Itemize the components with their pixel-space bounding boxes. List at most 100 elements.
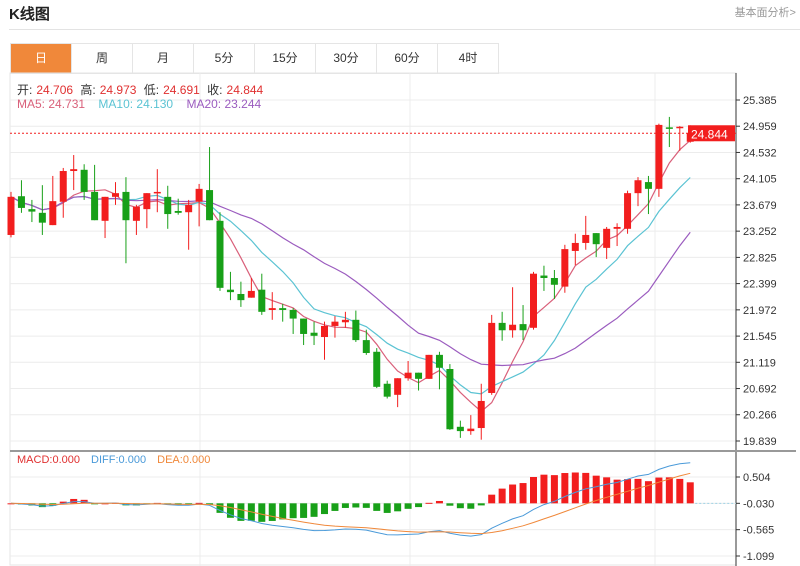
price-tick-label: 21.119 bbox=[743, 357, 776, 369]
macd-bar bbox=[216, 503, 224, 513]
candle-down bbox=[289, 309, 297, 319]
macd-bar bbox=[383, 503, 391, 513]
macd-bar bbox=[435, 500, 443, 504]
candle-up bbox=[49, 201, 57, 226]
macd-bar bbox=[132, 503, 140, 506]
macd-bar bbox=[571, 472, 579, 504]
candle-up bbox=[247, 290, 255, 298]
price-tick-label: 24.532 bbox=[743, 147, 777, 159]
tab-5min[interactable]: 5分 bbox=[194, 44, 255, 73]
macd-bar bbox=[341, 503, 349, 508]
macd-bar bbox=[676, 478, 684, 504]
macd-bar bbox=[655, 477, 663, 504]
tab-30min[interactable]: 30分 bbox=[316, 44, 377, 73]
candle-up bbox=[321, 325, 328, 338]
candle-up bbox=[477, 400, 485, 429]
macd-bar bbox=[394, 503, 402, 512]
macd-bar bbox=[477, 503, 485, 506]
ma10-line bbox=[10, 177, 691, 395]
macd-bar bbox=[488, 494, 496, 504]
open-label: 开: bbox=[17, 83, 33, 97]
ma5-value: 24.731 bbox=[48, 97, 86, 111]
candle-down bbox=[373, 351, 381, 387]
candle-up bbox=[341, 319, 349, 323]
candle-down bbox=[550, 278, 558, 285]
candle-up bbox=[467, 428, 475, 432]
price-tick-label: 24.959 bbox=[743, 121, 777, 133]
macd-bar bbox=[540, 474, 548, 504]
candle-up bbox=[425, 354, 433, 379]
macd-bar bbox=[289, 503, 297, 519]
ma10-label: MA10: bbox=[98, 97, 137, 111]
candle-up bbox=[331, 321, 339, 326]
candle-up bbox=[571, 242, 579, 251]
macd-bar bbox=[373, 503, 381, 511]
price-tick-label: 25.385 bbox=[743, 95, 777, 107]
open-value: 24.706 bbox=[36, 83, 74, 97]
candle-down bbox=[279, 308, 287, 310]
macd-bar bbox=[550, 475, 558, 504]
candle-up bbox=[634, 180, 642, 194]
macd-bar bbox=[415, 503, 423, 508]
price-tick-label: 24.105 bbox=[743, 174, 777, 186]
ma5-label: MA5: bbox=[17, 97, 49, 111]
candle-up bbox=[488, 322, 496, 393]
macd-bar bbox=[404, 503, 412, 509]
candle-down bbox=[415, 372, 423, 379]
macd-bar bbox=[592, 475, 600, 504]
dea-line bbox=[10, 472, 691, 535]
candle-up bbox=[7, 196, 15, 235]
macd-bar bbox=[582, 472, 590, 504]
candle-down bbox=[258, 289, 266, 312]
price-tick-label: 19.839 bbox=[743, 436, 777, 448]
low-label: 低: bbox=[143, 83, 160, 97]
ma10-value: 24.130 bbox=[136, 97, 174, 111]
price-tick-label: 23.252 bbox=[743, 226, 777, 238]
tab-month[interactable]: 月 bbox=[133, 44, 194, 73]
macd-label: MACD: bbox=[17, 454, 53, 466]
macd-readout: MACD:0.000 DIFF:0.000 DEA:0.000 bbox=[17, 454, 214, 466]
tab-4h[interactable]: 4时 bbox=[438, 44, 499, 73]
candle-up bbox=[394, 378, 402, 395]
candle-up bbox=[59, 171, 67, 202]
candle-down bbox=[300, 318, 308, 334]
tab-week[interactable]: 周 bbox=[72, 44, 133, 73]
candle-up bbox=[70, 169, 78, 172]
macd-bar bbox=[446, 503, 454, 506]
tab-15min[interactable]: 15分 bbox=[255, 44, 316, 73]
macd-bar bbox=[467, 503, 475, 509]
candle-down bbox=[456, 426, 464, 432]
candle-down bbox=[665, 127, 673, 129]
macd-bar bbox=[665, 477, 673, 504]
price-tick-label: 23.679 bbox=[743, 200, 777, 212]
candle-up bbox=[101, 196, 109, 221]
macd-bar bbox=[258, 503, 266, 522]
candle-up bbox=[112, 193, 119, 197]
fundamental-analysis-link[interactable]: 基本面分析> bbox=[734, 7, 796, 19]
macd-bar bbox=[425, 502, 433, 504]
macd-tick-label: -0.565 bbox=[743, 525, 774, 537]
macd-tick-label: -0.030 bbox=[743, 498, 774, 510]
candle-up bbox=[195, 188, 203, 202]
candle-down bbox=[237, 293, 245, 301]
macd-value: 0.000 bbox=[52, 454, 80, 466]
macd-bar bbox=[362, 503, 370, 508]
macd-bar bbox=[38, 503, 46, 508]
high-label: 高: bbox=[80, 83, 96, 97]
ma20-line bbox=[10, 195, 691, 367]
ohlc-readout: 开: 24.706 高: 24.973 低: 24.691 收: 24.844 bbox=[17, 81, 267, 98]
candle-down bbox=[80, 169, 88, 192]
candle-up bbox=[530, 273, 537, 328]
macd-bar bbox=[456, 503, 464, 509]
tab-day[interactable]: 日 bbox=[11, 44, 72, 73]
dea-value: 0.000 bbox=[182, 454, 211, 466]
price-tick-label: 21.545 bbox=[743, 331, 777, 343]
macd-bar bbox=[498, 488, 506, 504]
candle-down bbox=[446, 369, 454, 430]
tab-60min[interactable]: 60分 bbox=[377, 44, 438, 73]
low-value: 24.691 bbox=[163, 83, 200, 97]
candle-down bbox=[352, 319, 360, 341]
macd-bar bbox=[7, 503, 15, 505]
dea-label: DEA: bbox=[157, 454, 183, 466]
